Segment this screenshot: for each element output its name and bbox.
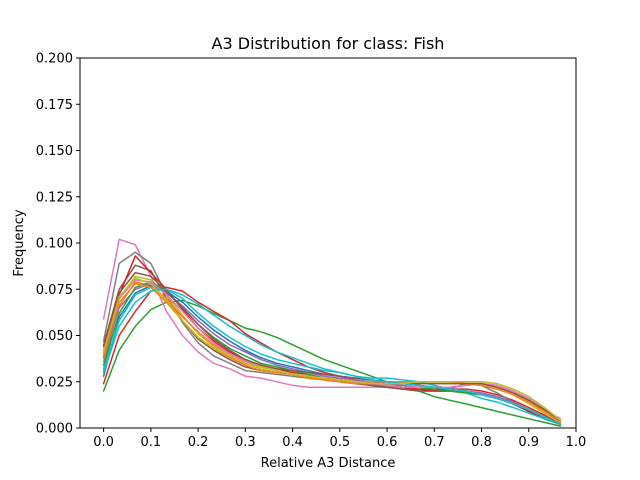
y-axis-label: Frequency bbox=[12, 209, 27, 276]
series-line-17 bbox=[102, 277, 562, 422]
x-tick-label: 0.4 bbox=[282, 435, 303, 450]
x-tick-label: 0.2 bbox=[188, 435, 209, 450]
series-line-2 bbox=[102, 286, 562, 426]
y-tick-label: 0.050 bbox=[36, 329, 73, 344]
series-line-10 bbox=[102, 286, 562, 426]
y-tick-label: 0.150 bbox=[36, 144, 73, 159]
x-axis-label: Relative A3 Distance bbox=[261, 456, 396, 471]
x-tick-label: 0.1 bbox=[141, 435, 162, 450]
y-tick-label: 0.100 bbox=[36, 237, 73, 252]
y-tick-label: 0.025 bbox=[36, 375, 73, 390]
y-tick-label: 0.125 bbox=[36, 190, 73, 205]
x-tick-label: 1.0 bbox=[566, 435, 587, 450]
x-tick-label: 0.9 bbox=[518, 435, 539, 450]
y-tick-label: 0.200 bbox=[36, 52, 73, 67]
x-axis: 0.0 0.1 0.2 0.3 0.4 0.5 0.6 0.7 0.8 0.9 1.0 bbox=[93, 428, 586, 450]
x-tick-label: 0.8 bbox=[471, 435, 492, 450]
x-tick-label: 0.7 bbox=[424, 435, 445, 450]
x-tick-label: 0.5 bbox=[329, 435, 350, 450]
y-tick-label: 0.175 bbox=[36, 98, 73, 113]
series-layer bbox=[102, 238, 562, 427]
x-tick-label: 0.6 bbox=[377, 435, 398, 450]
chart-title: A3 Distribution for class: Fish bbox=[212, 34, 445, 53]
series-line-11 bbox=[102, 282, 562, 426]
x-tick-label: 0.0 bbox=[93, 435, 114, 450]
y-axis: 0.000 0.025 0.050 0.075 0.100 0.125 0.150 0.175… bbox=[36, 52, 80, 437]
series-line-15 bbox=[102, 271, 562, 422]
series-line-16 bbox=[102, 288, 562, 426]
y-tick-label: 0.075 bbox=[36, 283, 73, 298]
y-tick-label: 0.000 bbox=[36, 422, 73, 437]
x-tick-label: 0.3 bbox=[235, 435, 256, 450]
